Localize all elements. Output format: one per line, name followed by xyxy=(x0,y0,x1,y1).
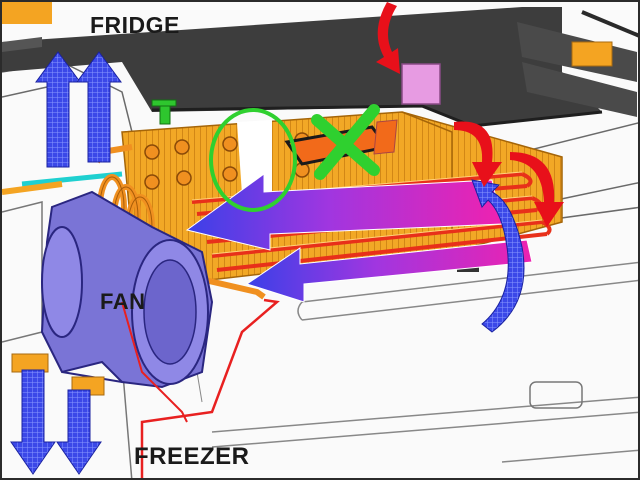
x-mark-icon xyxy=(311,104,380,180)
curved-red-arrows xyxy=(376,2,564,227)
curved-arrow-icon xyxy=(454,121,502,187)
suction-line xyxy=(21,171,123,187)
freezer-label: FREEZER xyxy=(134,443,250,470)
circle-highlight-icon xyxy=(209,108,297,212)
duct-bracket xyxy=(401,63,441,105)
curved-arrow-icon xyxy=(376,2,400,74)
fan-bracket-left xyxy=(11,353,49,373)
orange-bracket-right xyxy=(571,41,613,67)
fan-housing xyxy=(40,190,214,389)
fan-label: FAN xyxy=(100,289,146,314)
orange-bracket-top xyxy=(2,2,52,24)
down-arrow-icon xyxy=(10,369,102,475)
airflow-arrow-upper xyxy=(185,173,503,251)
curved-arrow-icon xyxy=(510,152,564,227)
up-arrow-icon xyxy=(35,51,122,168)
airflow-arrow-lower xyxy=(245,239,533,303)
wiring xyxy=(140,298,280,478)
fridge-label: FRIDGE xyxy=(90,12,180,38)
